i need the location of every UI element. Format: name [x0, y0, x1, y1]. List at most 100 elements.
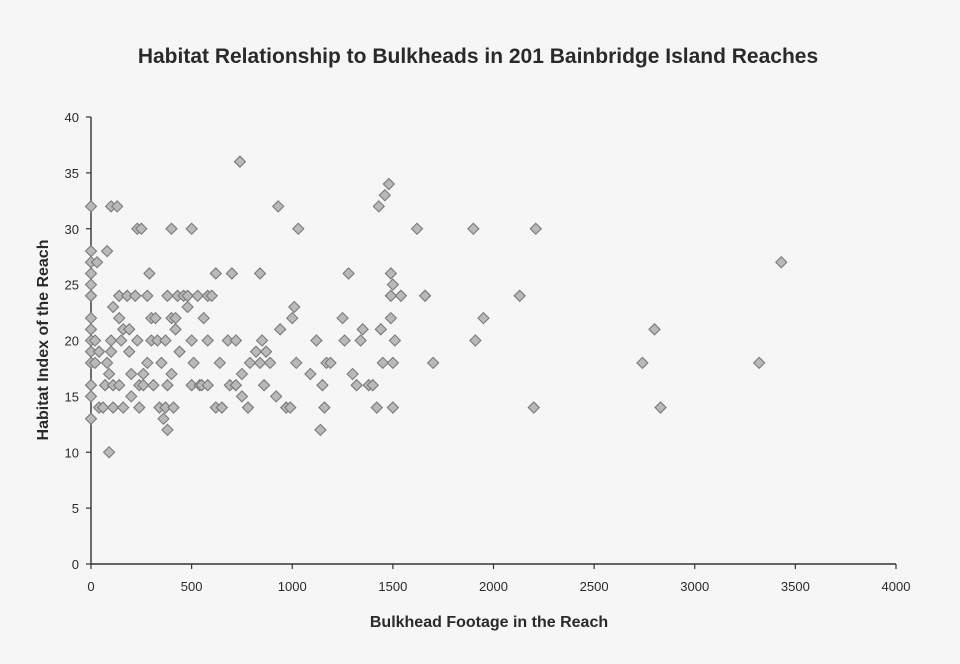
data-point — [529, 222, 543, 236]
data-point — [241, 401, 255, 414]
data-point — [84, 278, 98, 291]
data-point — [124, 367, 138, 381]
data-point — [235, 367, 249, 381]
data-point — [84, 390, 98, 403]
data-point — [410, 222, 424, 236]
y-tick-label: 0 — [72, 557, 79, 572]
data-point — [255, 334, 269, 347]
data-point — [386, 356, 400, 370]
x-tick-label: 1000 — [278, 579, 307, 594]
data-point — [197, 311, 210, 325]
data-point — [92, 345, 106, 358]
data-point — [342, 267, 355, 280]
data-point — [104, 345, 118, 358]
data-point — [654, 401, 667, 414]
data-point — [513, 289, 526, 303]
data-point — [376, 356, 390, 370]
data-point — [169, 323, 182, 336]
data-point — [283, 401, 297, 414]
data-point — [84, 378, 98, 392]
data-point — [84, 323, 98, 336]
data-point — [106, 401, 120, 414]
data-point — [310, 334, 323, 347]
data-point — [88, 334, 102, 347]
x-tick-label: 1500 — [378, 579, 407, 594]
data-point — [253, 267, 267, 280]
data-point — [135, 222, 148, 236]
data-point — [229, 334, 243, 347]
data-point — [316, 378, 329, 392]
data-point — [292, 222, 305, 236]
data-point — [374, 323, 388, 336]
data-point — [96, 401, 110, 414]
data-point — [157, 412, 170, 426]
data-point — [366, 378, 380, 392]
data-point — [382, 177, 396, 191]
data-point — [388, 334, 402, 347]
data-point — [356, 323, 369, 336]
data-point — [418, 289, 432, 303]
data-point — [249, 345, 263, 358]
data-point — [752, 356, 766, 370]
data-point — [370, 401, 384, 414]
data-point — [112, 378, 126, 392]
data-point — [165, 367, 178, 381]
data-point — [102, 445, 116, 459]
data-point — [106, 300, 120, 314]
data-point — [287, 300, 301, 314]
data-point — [257, 378, 271, 392]
data-point — [350, 378, 363, 392]
data-point — [469, 334, 482, 347]
data-point — [378, 188, 392, 202]
data-point — [289, 356, 303, 370]
data-point — [122, 323, 136, 336]
data-point — [165, 222, 178, 236]
data-point — [131, 334, 144, 347]
data-point — [173, 345, 186, 358]
y-tick-label: 35 — [65, 166, 79, 181]
data-point — [386, 278, 400, 291]
data-point — [384, 289, 398, 303]
data-point — [100, 244, 114, 258]
data-point — [143, 267, 156, 280]
data-point — [253, 356, 267, 370]
data-point — [338, 334, 351, 347]
data-point — [336, 311, 349, 325]
data-point — [185, 222, 198, 236]
data-point — [161, 289, 174, 303]
data-point — [269, 390, 283, 403]
data-point — [84, 289, 98, 303]
data-point — [116, 401, 130, 414]
data-point — [90, 255, 104, 269]
data-point — [112, 311, 126, 325]
data-point — [161, 378, 174, 392]
y-tick-label: 10 — [65, 445, 79, 460]
data-point — [137, 367, 150, 381]
y-tick-label: 5 — [72, 501, 79, 516]
data-point — [161, 423, 174, 437]
x-tick-label: 3000 — [680, 579, 709, 594]
data-point — [159, 334, 172, 347]
data-point — [394, 289, 408, 303]
data-point — [191, 289, 204, 303]
data-point — [84, 311, 98, 325]
data-point — [181, 289, 194, 303]
data-point — [467, 222, 480, 236]
data-point — [527, 401, 541, 414]
data-point — [205, 289, 219, 303]
data-point — [84, 244, 98, 258]
x-tick-label: 2000 — [479, 579, 508, 594]
data-point — [233, 155, 247, 168]
y-tick-label: 15 — [65, 389, 79, 404]
data-point — [155, 356, 168, 370]
data-point — [273, 323, 287, 336]
data-point — [84, 200, 98, 213]
data-point — [314, 423, 327, 437]
data-points — [84, 155, 788, 459]
data-point — [133, 401, 146, 414]
axes: 0 5 10 15 20 25 30 35 40 0 500 1000 1500 2000 2500 3000… — [65, 110, 911, 594]
data-point — [384, 311, 398, 325]
data-point — [648, 323, 661, 336]
data-point — [149, 311, 162, 325]
